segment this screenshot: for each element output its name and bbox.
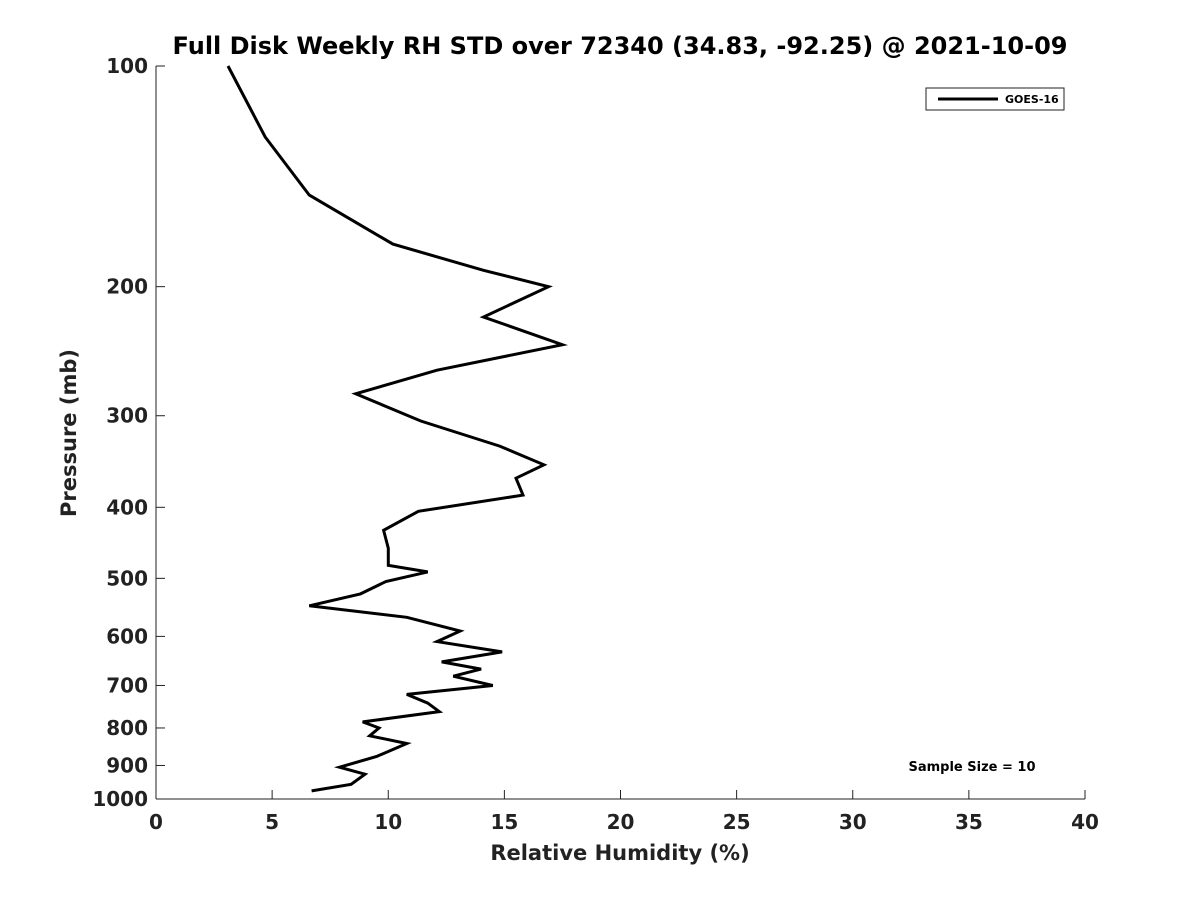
x-axis-label: Relative Humidity (%)	[490, 841, 749, 865]
y-tick-label: 900	[106, 753, 148, 777]
y-axis-ticks: 100 200 300 400 500 600 700 800 900 1000	[92, 54, 165, 811]
legend-entry-goes-16: GOES-16	[1005, 93, 1059, 106]
y-tick-label: 700	[106, 673, 148, 697]
series-line-goes-16	[226, 65, 569, 793]
x-tick-label: 40	[1071, 810, 1099, 834]
y-tick-label: 300	[106, 404, 148, 428]
y-tick-label: 400	[106, 495, 148, 519]
x-tick-label: 10	[374, 810, 402, 834]
x-axis-ticks: 0 5 10 15 20 25 30 35 40	[149, 790, 1099, 834]
legend: GOES-16	[925, 87, 1065, 111]
y-tick-label: 600	[106, 624, 148, 648]
y-tick-label: 1000	[92, 787, 148, 811]
x-tick-label: 15	[490, 810, 518, 834]
x-tick-label: 30	[839, 810, 867, 834]
y-tick-label: 200	[106, 275, 148, 299]
plot-area: 0 5 10 15 20 25 30 35 40 100 200 300 400 500 600 700 80…	[92, 54, 1099, 834]
x-tick-label: 5	[265, 810, 279, 834]
y-axis-label: Pressure (mb)	[57, 349, 81, 517]
chart-title: Full Disk Weekly RH STD over 72340 (34.8…	[173, 32, 1068, 60]
y-tick-label: 500	[106, 566, 148, 590]
y-tick-label: 800	[106, 716, 148, 740]
y-tick-label: 100	[106, 54, 148, 78]
x-tick-label: 20	[607, 810, 635, 834]
sample-size-annotation: Sample Size = 10	[908, 760, 1035, 775]
x-tick-label: 0	[149, 810, 163, 834]
x-tick-label: 25	[723, 810, 751, 834]
x-tick-label: 35	[955, 810, 983, 834]
